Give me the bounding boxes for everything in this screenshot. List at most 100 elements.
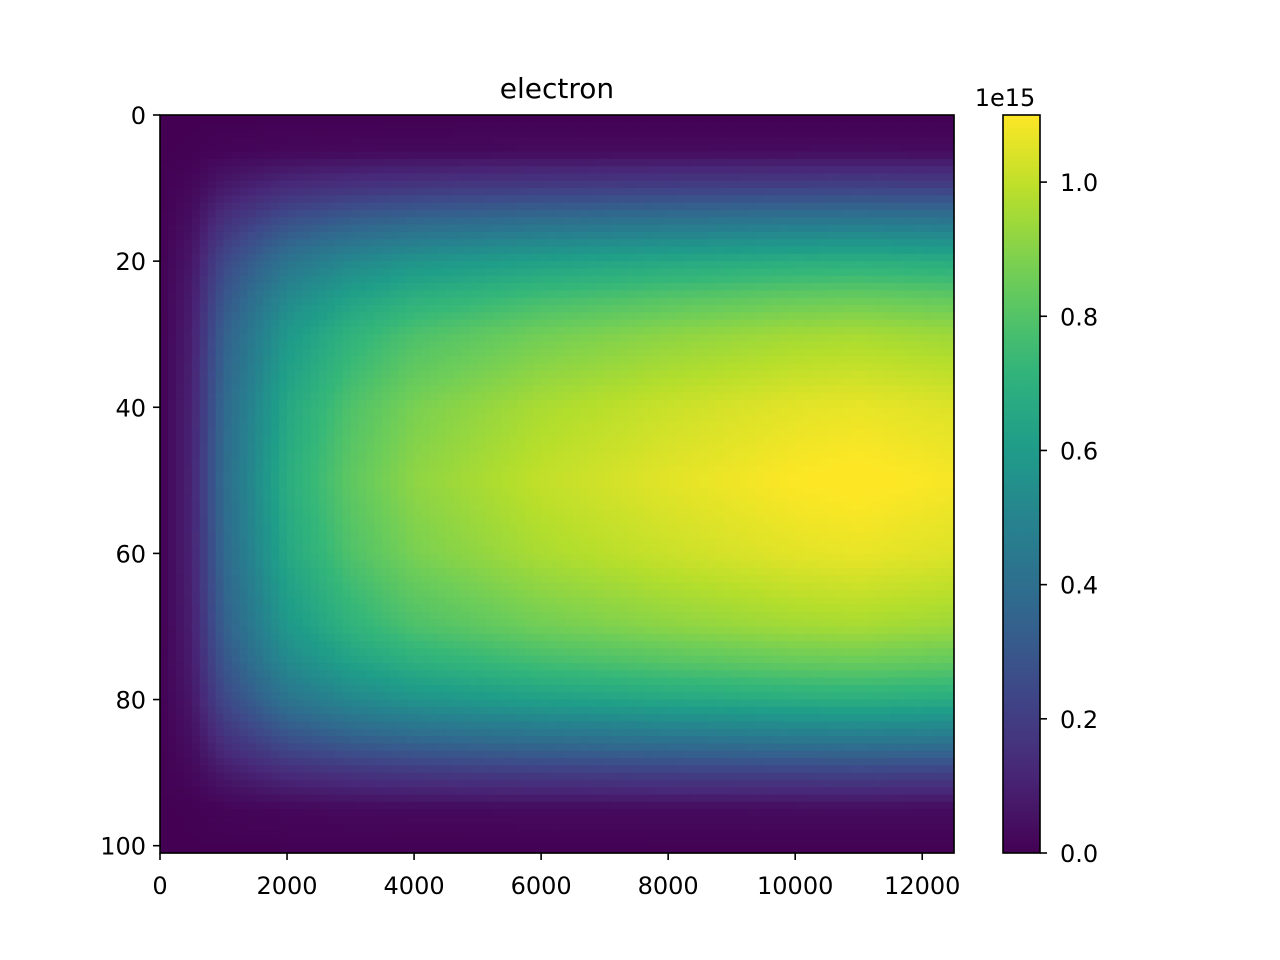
heatmap-cell <box>342 239 352 248</box>
heatmap-cell <box>803 239 812 248</box>
heatmap-cell <box>842 399 852 408</box>
heatmap-cell <box>779 326 788 335</box>
heatmap-cell <box>890 290 900 299</box>
heatmap-cell <box>199 129 209 138</box>
heatmap-cell <box>469 290 479 299</box>
heatmap-cell <box>477 261 487 270</box>
heatmap-cell <box>461 158 471 167</box>
heatmap-cell <box>564 348 574 357</box>
heatmap-cell <box>715 436 725 445</box>
heatmap-cell <box>644 209 653 218</box>
heatmap-cell <box>437 188 447 196</box>
heatmap-cell <box>318 414 328 423</box>
heatmap-cell <box>564 290 574 299</box>
heatmap-cell <box>787 392 796 401</box>
heatmap-cell <box>707 334 717 343</box>
heatmap-cell <box>763 414 772 423</box>
heatmap-cell <box>318 334 328 343</box>
heatmap-cell <box>175 465 185 474</box>
heatmap-cell <box>525 407 534 416</box>
heatmap-cell <box>366 312 375 321</box>
heatmap-cell <box>795 297 804 306</box>
heatmap-cell <box>239 158 248 167</box>
heatmap-cell <box>493 151 503 160</box>
heatmap-cell <box>382 231 391 240</box>
heatmap-cell <box>914 151 923 160</box>
heatmap-cell <box>826 122 836 131</box>
heatmap-cell <box>310 173 320 182</box>
heatmap-cell <box>390 115 399 123</box>
heatmap-cell <box>350 319 360 328</box>
heatmap-cell <box>652 231 661 240</box>
heatmap-cell <box>183 334 193 343</box>
heatmap-cell <box>191 136 201 145</box>
heatmap-cell <box>644 414 653 423</box>
heatmap-cell <box>612 151 622 160</box>
heatmap-cell <box>358 144 368 153</box>
heatmap-cell <box>485 158 495 167</box>
heatmap-cell <box>334 429 344 438</box>
heatmap-cell <box>739 407 749 416</box>
heatmap-cell <box>564 129 574 138</box>
heatmap-cell <box>715 312 725 321</box>
heatmap-cell <box>898 370 907 379</box>
heatmap-cell <box>334 209 344 218</box>
heatmap-cell <box>668 275 677 284</box>
heatmap-cell <box>644 115 653 123</box>
heatmap-cell <box>533 209 542 218</box>
heatmap-cell <box>684 239 693 248</box>
heatmap-cell <box>898 421 907 430</box>
heatmap-cell <box>223 253 233 262</box>
heatmap-cell <box>668 253 677 262</box>
heatmap-cell <box>422 253 431 262</box>
heatmap-cell <box>676 378 685 386</box>
heatmap-cell <box>866 341 876 350</box>
heatmap-cell <box>350 188 360 196</box>
heatmap-cell <box>366 268 375 277</box>
heatmap-cell <box>175 275 185 284</box>
heatmap-cell <box>247 136 256 145</box>
heatmap-cell <box>294 246 304 255</box>
heatmap-cell <box>652 436 661 445</box>
heatmap-cell <box>390 195 399 204</box>
heatmap-cell <box>294 231 304 240</box>
heatmap-cell <box>382 129 391 138</box>
heatmap-cell <box>437 231 447 240</box>
heatmap-cell <box>509 392 518 401</box>
heatmap-cell <box>525 414 534 423</box>
heatmap-cell <box>866 290 876 299</box>
heatmap-cell <box>691 465 701 474</box>
heatmap-cell <box>811 239 820 248</box>
heatmap-cell <box>564 341 574 350</box>
heatmap-cell <box>660 356 669 365</box>
heatmap-cell <box>398 290 407 299</box>
heatmap-cell <box>342 158 352 167</box>
heatmap-cell <box>549 173 558 182</box>
heatmap-cell <box>358 173 368 182</box>
heatmap-cell <box>636 297 645 306</box>
heatmap-cell <box>374 158 383 167</box>
heatmap-cell <box>898 465 907 474</box>
heatmap-cell <box>715 443 725 452</box>
heatmap-cell <box>326 334 336 343</box>
heatmap-cell <box>787 166 796 175</box>
heatmap-cell <box>255 363 264 372</box>
heatmap-cell <box>461 122 471 131</box>
heatmap-cell <box>160 326 169 335</box>
heatmap-cell <box>541 407 550 416</box>
heatmap-cell <box>406 319 415 328</box>
heatmap-cell <box>294 458 304 467</box>
heatmap-cell <box>183 239 193 248</box>
heatmap-cell <box>175 370 185 379</box>
heatmap-cell <box>707 319 717 328</box>
heatmap-cell <box>636 334 645 343</box>
heatmap-cell <box>390 180 399 189</box>
heatmap-cell <box>668 465 677 474</box>
heatmap-cell <box>445 348 455 357</box>
heatmap-cell <box>604 268 614 277</box>
heatmap-cell <box>731 290 741 299</box>
heatmap-cell <box>755 136 765 145</box>
heatmap-cell <box>572 239 582 248</box>
heatmap-cell <box>191 465 201 474</box>
